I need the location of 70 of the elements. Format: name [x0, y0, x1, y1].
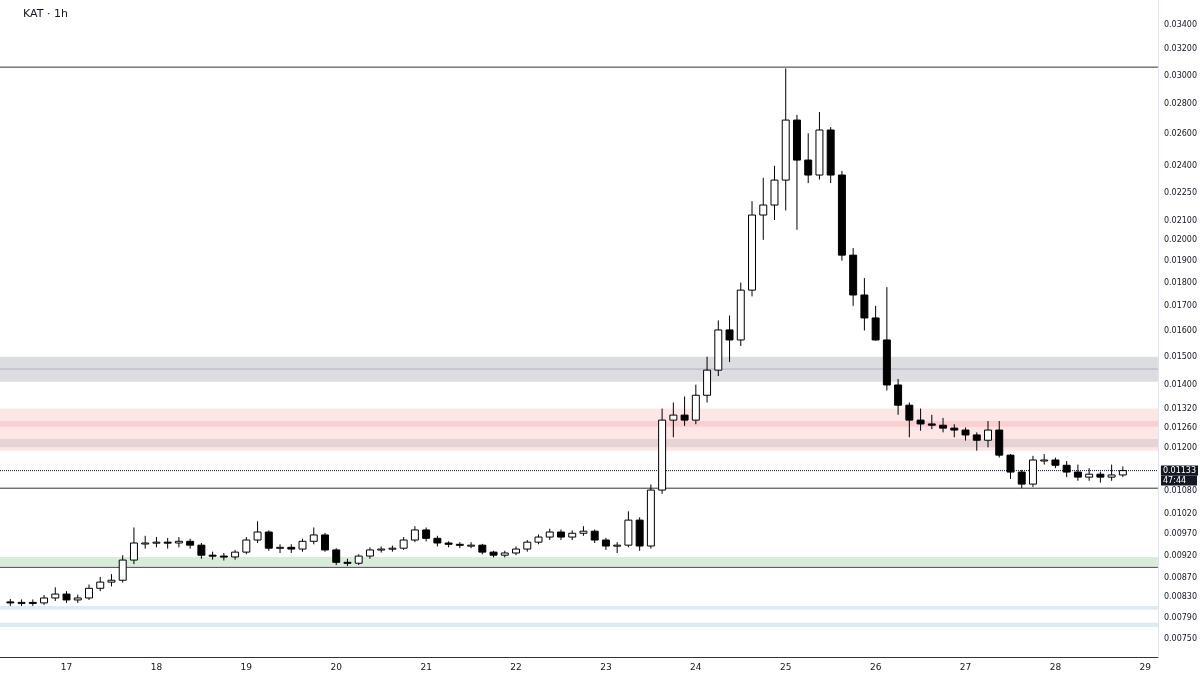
x-tick-label: 19	[240, 661, 253, 672]
candlestick	[118, 554, 127, 584]
y-tick-label: 0.01400	[1163, 380, 1198, 390]
y-tick-label: 0.01700	[1163, 301, 1198, 311]
candlestick	[972, 431, 981, 452]
x-tick-label: 22	[510, 661, 522, 672]
text: KAT · 1h	[23, 7, 68, 20]
candlestick	[1006, 453, 1015, 480]
y-tick-label: 0.00830	[1163, 592, 1198, 602]
y-tick-label: 0.02000	[1163, 235, 1198, 245]
y-tick-label: 0.02100	[1163, 215, 1198, 225]
candlestick	[916, 408, 925, 432]
y-tick-label: 0.01260	[1163, 422, 1198, 432]
x-tick-label: 26	[869, 661, 882, 672]
x-tick-label: 23	[600, 661, 612, 672]
candlestick	[759, 177, 768, 241]
candlestick	[860, 277, 869, 331]
text: 47:44	[1163, 476, 1187, 486]
candlestick	[1073, 464, 1082, 482]
y-tick-label: 0.03400	[1163, 19, 1198, 29]
y-tick-label: 0.00970	[1163, 529, 1198, 539]
candlestick	[467, 541, 476, 549]
y-tick-label: 0.03200	[1163, 44, 1198, 54]
y-tick-label: 0.01320	[1163, 404, 1198, 414]
y-tick-label: 0.01020	[1163, 508, 1198, 518]
candlestick	[804, 132, 813, 184]
candlestick	[186, 538, 195, 550]
candlestick	[264, 529, 273, 552]
y-tick-label: 0.01080	[1163, 485, 1198, 495]
y-tick-label: 0.00920	[1163, 550, 1198, 560]
candlestick	[174, 536, 183, 548]
candlestick	[1017, 469, 1026, 489]
y-tick-label: 0.01500	[1163, 352, 1198, 362]
y-tick-label: 0.02800	[1163, 98, 1198, 108]
y-tick-label: 0.02400	[1163, 161, 1198, 171]
candlestick	[669, 401, 678, 438]
y-tick-label: 0.03000	[1163, 70, 1198, 80]
y-tick-label: 0.00750	[1163, 633, 1198, 643]
x-tick-label: 20	[330, 661, 343, 672]
candlestick	[894, 378, 903, 416]
candlestick	[871, 305, 880, 342]
x-tick-label: 28	[1049, 661, 1062, 672]
candlestick	[905, 401, 914, 438]
y-tick-label: 0.01600	[1163, 325, 1198, 335]
candlestick	[129, 526, 138, 565]
candlestick	[680, 395, 689, 427]
candlestick	[984, 420, 992, 448]
x-tick-label: 29	[1139, 661, 1152, 672]
x-tick-label: 21	[420, 661, 432, 672]
x-tick-label: 24	[690, 661, 702, 672]
y-tick-label: 0.02600	[1163, 128, 1198, 138]
y-tick-label: 0.02250	[1163, 187, 1198, 197]
x-tick-label: 17	[60, 661, 73, 672]
candlestick	[939, 417, 948, 433]
ref-line-label: 0.01133	[1162, 466, 1197, 476]
x-tick-label: 25	[780, 661, 792, 672]
candlestick	[725, 315, 734, 363]
candlestick	[321, 532, 329, 553]
y-tick-label: 0.00790	[1163, 612, 1198, 622]
candlestick	[1118, 465, 1127, 478]
y-tick-label: 0.00870	[1163, 573, 1198, 583]
candlestick	[276, 543, 285, 554]
x-tick-label: 27	[959, 661, 972, 672]
candlestick	[253, 520, 262, 544]
candlestick	[1085, 467, 1094, 482]
y-tick-label: 0.01800	[1163, 278, 1198, 288]
candlestick	[219, 552, 228, 562]
y-tick-label: 0.01900	[1163, 256, 1198, 266]
y-tick-label: 0.01200	[1163, 442, 1198, 452]
x-tick-label: 18	[150, 661, 163, 672]
